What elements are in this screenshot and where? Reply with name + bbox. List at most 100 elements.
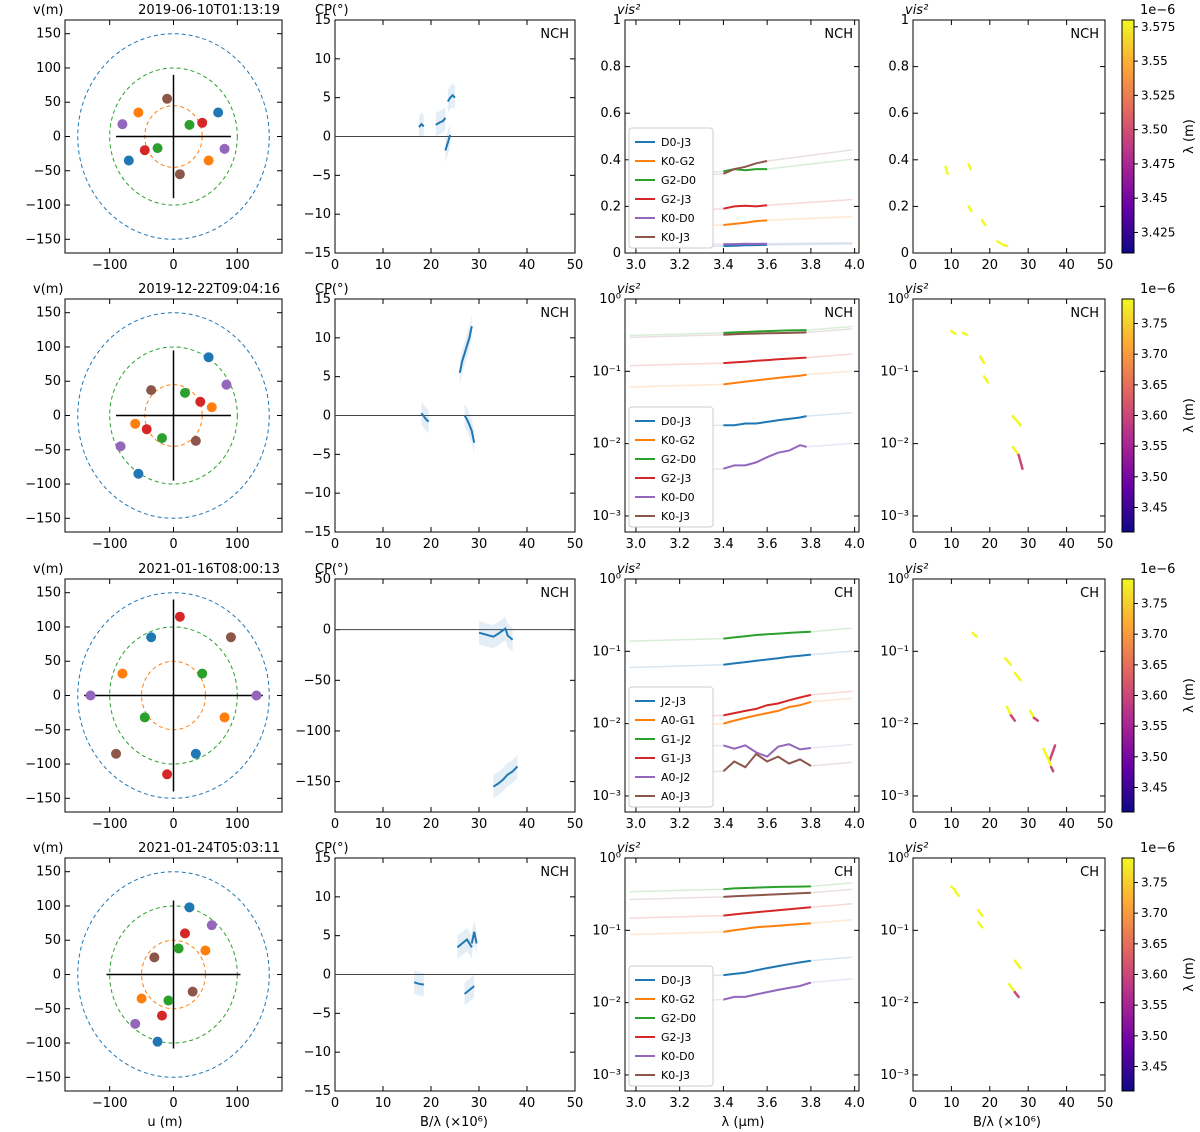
colorbar-tick-label: 3.65 (1141, 658, 1168, 672)
observation-timestamp: 2021-01-24T05:03:11 (138, 841, 280, 856)
vis2-series-line (723, 693, 812, 717)
x-tick-label: 3.6 (757, 817, 778, 832)
vis2-faint-line (767, 149, 853, 162)
colorbar-gradient (1121, 19, 1135, 254)
x-tick-label: 40 (519, 817, 536, 832)
uv-point (190, 435, 201, 446)
vis2-track (1007, 982, 1017, 994)
x-tick-label: 10 (943, 258, 960, 273)
y-tick-label: 0 (53, 689, 61, 704)
y-tick-label: −100 (25, 477, 61, 492)
vis2-track (977, 908, 984, 917)
colorbar-gradient (1121, 578, 1135, 813)
y-tick-label: −15 (304, 246, 331, 261)
vis2-faint-line (767, 215, 853, 222)
observation-timestamp: 2019-12-22T09:04:16 (138, 282, 280, 297)
y-tick-label: 0.8 (888, 60, 909, 75)
vis2-faint-line (806, 328, 853, 334)
cp-tag: NCH (540, 865, 569, 880)
visb-ylabel: vis² (905, 841, 928, 856)
cp-series-line (446, 93, 456, 103)
axes-frame (912, 19, 1106, 254)
y-tick-label: 10⁻¹ (880, 644, 909, 659)
y-tick-label: 10⁻² (592, 996, 621, 1011)
y-tick-label: 10⁰ (887, 851, 909, 866)
legend-entry: G2-D0 (661, 453, 696, 466)
x-tick-label: 50 (567, 817, 584, 832)
y-tick-label: 10⁰ (599, 292, 621, 307)
y-tick-label: 150 (36, 586, 61, 601)
vis2-track (1009, 714, 1017, 722)
legend: D0-J3 K0-G2 G2-D0 G2-J3 K0-D0 K0-J3 (628, 965, 714, 1087)
vis2-faint-line (629, 362, 724, 367)
colorbar-label: λ (m) (1182, 678, 1197, 713)
x-tick-label: 3.4 (713, 817, 734, 832)
y-tick-label: 0.2 (600, 199, 621, 214)
y-tick-label: −150 (25, 791, 61, 806)
vis2-track (953, 890, 961, 898)
colorbar-tick-label: 3.525 (1141, 88, 1175, 102)
legend-entry: K0-G2 (661, 434, 695, 447)
cp-series-line (492, 765, 519, 788)
vis2-series-line (723, 356, 807, 365)
cp-ylabel: CP(°) (315, 841, 349, 856)
vis2-faint-line (810, 888, 853, 894)
visb-ylabel: vis² (905, 562, 928, 577)
vis2-series-line (723, 630, 811, 640)
colorbar-tick-label: 3.55 (1141, 719, 1168, 733)
y-tick-label: −50 (34, 164, 61, 179)
y-tick-label: 1 (613, 13, 621, 28)
x-tick-label: 30 (1020, 817, 1037, 832)
colorbar-label: λ (m) (1182, 119, 1197, 154)
colorbar-tick-label: 3.50 (1141, 750, 1168, 764)
vis2-faint-line (810, 956, 853, 962)
vis2-track (977, 920, 984, 929)
x-tick-label: 3.8 (801, 258, 822, 273)
x-tick-label: 10 (375, 1096, 392, 1111)
colorbar-tick-label: 3.425 (1141, 225, 1175, 239)
vis2-series-line (723, 331, 807, 336)
y-tick-label: 10⁻² (592, 437, 621, 452)
vis2-faint-line (767, 198, 853, 206)
vis2-series-line (723, 329, 807, 334)
y-tick-label: 0.4 (888, 153, 909, 168)
uv-point (136, 993, 147, 1004)
vis2-series-line (723, 373, 807, 386)
x-tick-label: 0 (169, 1096, 177, 1111)
visb-xlabel: B/λ (×10⁶) (973, 1115, 1041, 1130)
cp-series-line (470, 931, 478, 944)
uv-point (187, 986, 198, 997)
baseline-circle (77, 312, 270, 519)
y-tick-label: 10 (314, 331, 331, 346)
vis2-track (1001, 243, 1009, 248)
uv-point (213, 107, 224, 118)
vis2-faint-line (810, 697, 853, 703)
y-tick-label: 10⁻³ (880, 789, 909, 804)
x-tick-label: 3.6 (757, 1096, 778, 1111)
y-tick-label: 0.2 (888, 199, 909, 214)
cp-series-line (458, 325, 473, 374)
vis2-series-line (723, 959, 812, 977)
x-tick-label: 3.4 (713, 258, 734, 273)
uv-point (174, 169, 185, 180)
vis2-track (1005, 705, 1013, 717)
legend-entry: K0-G2 (661, 155, 695, 168)
y-tick-label: 100 (36, 899, 61, 914)
y-tick-label: 0 (323, 130, 331, 145)
uv-point (179, 387, 190, 398)
visb-tag: CH (1080, 586, 1099, 601)
uv-point (163, 995, 174, 1006)
x-tick-label: 3.0 (626, 258, 647, 273)
uv-point (221, 379, 232, 390)
y-tick-label: −150 (25, 1070, 61, 1085)
y-tick-label: 50 (44, 933, 61, 948)
vis2-faint-line (810, 903, 853, 909)
vis2-track (1028, 709, 1036, 720)
y-tick-label: 0 (53, 409, 61, 424)
vis2-faint-line (629, 332, 724, 337)
y-tick-label: 10⁻¹ (880, 923, 909, 938)
baseline-circle (109, 346, 238, 485)
vis2-series-line (723, 743, 812, 758)
legend-entry: D0-J3 (661, 136, 691, 149)
